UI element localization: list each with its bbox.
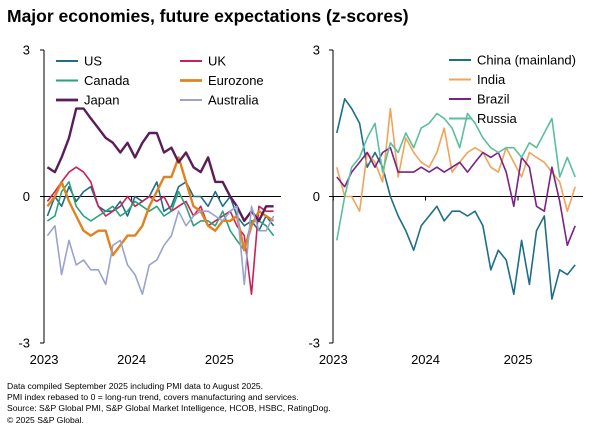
- footnotes: Data compiled September 2025 including P…: [7, 381, 331, 426]
- footnote-source: Source: S&P Global PMI, S&P Global Marke…: [7, 403, 331, 414]
- series-line-japan: [46, 107, 274, 223]
- legend-label-eurozone: Eurozone: [208, 73, 264, 88]
- x-tick-label: 2024: [411, 352, 440, 367]
- y-tick-label: 3: [23, 43, 30, 58]
- legend-label-japan: Japan: [84, 93, 119, 108]
- series-line-india: [336, 107, 576, 212]
- x-tick-label: 2023: [30, 352, 59, 367]
- chart-title: Major economies, future expectations (z-…: [7, 6, 409, 26]
- legend-label-china-mainland: China (mainland): [477, 53, 576, 68]
- series-line-uk: [46, 166, 274, 296]
- legend-label-australia: Australia: [208, 93, 259, 108]
- series-line-eurozone: [46, 156, 275, 257]
- y-tick-label: -3: [308, 336, 320, 351]
- y-tick-label: 0: [313, 189, 320, 204]
- series-line-australia: [46, 205, 275, 296]
- y-tick-label: -3: [18, 336, 30, 351]
- x-tick-label: 2025: [205, 352, 234, 367]
- y-tick-label: 0: [23, 189, 30, 204]
- series-line-china-mainland: [336, 98, 576, 300]
- legend-label-us: US: [84, 54, 102, 69]
- legend-label-uk: UK: [208, 54, 226, 69]
- series-line-us: [46, 181, 275, 232]
- footnote-copyright: © 2025 S&P Global.: [7, 414, 84, 425]
- footnote-compiled: Data compiled September 2025 including P…: [7, 381, 264, 391]
- x-tick-label: 2025: [504, 352, 533, 367]
- series-line-canada: [46, 181, 275, 251]
- x-tick-label: 2023: [319, 352, 348, 367]
- legend-label-russia: Russia: [477, 111, 518, 126]
- series-line-russia: [336, 112, 576, 241]
- footnote-pmi-index: PMI index rebased to 0 = long-run trend,…: [7, 392, 299, 403]
- y-tick-label: 3: [313, 43, 320, 58]
- legend-label-canada: Canada: [84, 73, 130, 88]
- x-tick-label: 2024: [117, 352, 146, 367]
- legend-label-brazil: Brazil: [477, 92, 510, 107]
- legend-label-india: India: [477, 72, 506, 87]
- series-line-brazil: [336, 146, 576, 247]
